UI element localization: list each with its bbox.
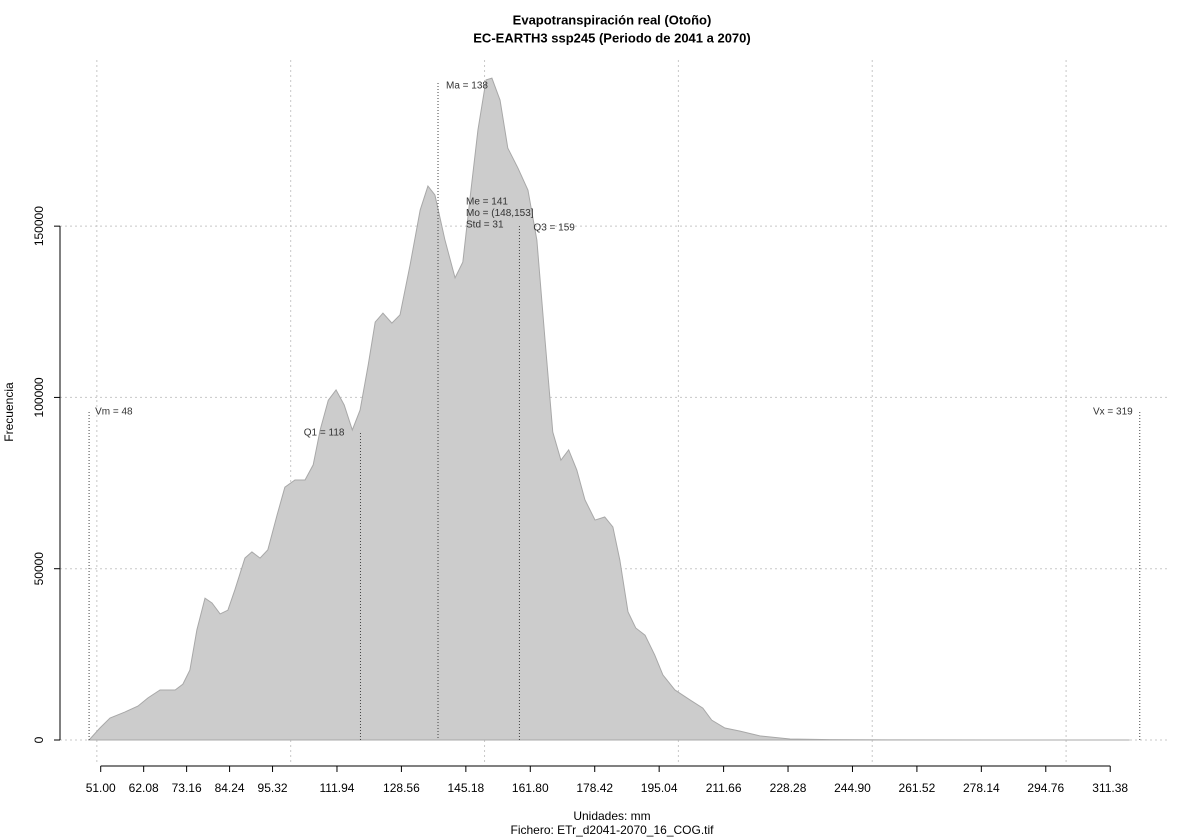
- x-axis-label: Unidades: mm: [573, 809, 650, 823]
- x-tick-label: 161.80: [512, 781, 549, 795]
- x-tick-label: 195.04: [641, 781, 678, 795]
- y-tick-label: 50000: [32, 552, 46, 586]
- chart-subtitle: EC-EARTH3 ssp245 (Periodo de 2041 a 2070…: [473, 30, 750, 45]
- x-tick-label: 294.76: [1027, 781, 1064, 795]
- x-tick-label: 128.56: [383, 781, 420, 795]
- marker-label: Ma = 138: [446, 81, 488, 92]
- x-tick-label: 62.08: [129, 781, 159, 795]
- y-axis-label: Frecuencia: [2, 382, 16, 442]
- x-tick-label: 228.28: [770, 781, 807, 795]
- x-tick-label: 178.42: [576, 781, 613, 795]
- y-tick-label: 100000: [32, 377, 46, 417]
- x-tick-label: 51.00: [86, 781, 116, 795]
- marker-label: Q1 = 118: [304, 428, 345, 439]
- marker-label: Vm = 48: [95, 407, 133, 418]
- marker-label: Q3 = 159: [533, 223, 575, 234]
- density-area: [87, 77, 1130, 741]
- x-tick-label: 111.94: [320, 781, 355, 795]
- x-tick-label: 84.24: [215, 781, 245, 795]
- x-tick-label: 211.66: [706, 781, 742, 795]
- x-tick-label: 73.16: [172, 781, 202, 795]
- y-tick-label: 150000: [32, 206, 46, 246]
- x-tick-label: 244.90: [834, 781, 871, 795]
- x-tick-label: 278.14: [963, 781, 1000, 795]
- marker-label: Vx = 319: [1093, 407, 1133, 418]
- x-tick-label: 95.32: [258, 781, 288, 795]
- caption: Fichero: ETr_d2041-2070_16_COG.tif: [511, 823, 715, 837]
- stat-label: Mo = (148,153]: [466, 208, 534, 219]
- chart-title: Evapotranspiración real (Otoño): [513, 12, 712, 27]
- stat-label: Me = 141: [466, 197, 508, 208]
- y-tick-label: 0: [32, 736, 46, 743]
- x-tick-label: 261.52: [899, 781, 936, 795]
- x-tick-label: 145.18: [447, 781, 484, 795]
- stat-label: Std = 31: [466, 220, 504, 231]
- x-tick-label: 311.38: [1092, 781, 1128, 795]
